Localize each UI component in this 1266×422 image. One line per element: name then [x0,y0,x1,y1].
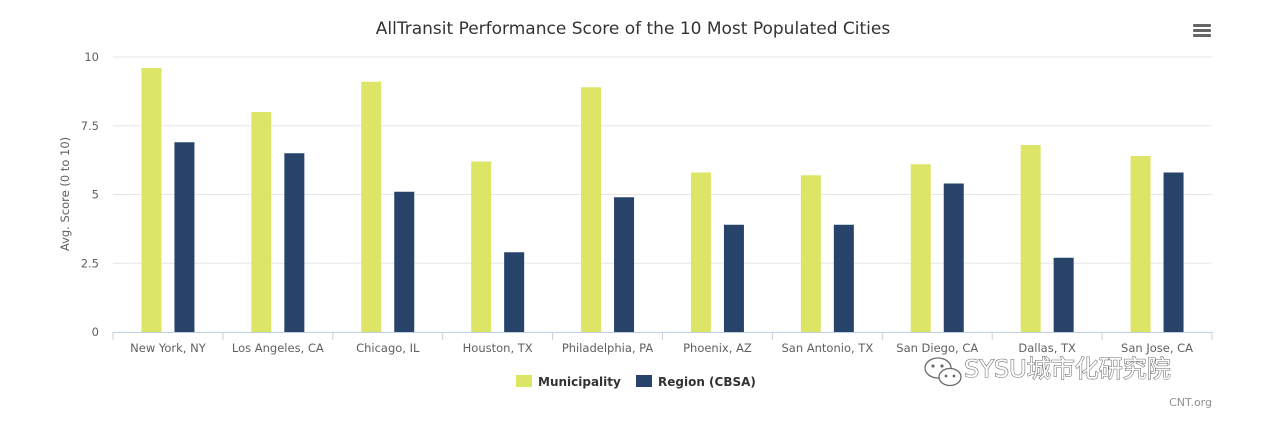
bar-municipality-1[interactable] [141,68,162,332]
y-tick-label: 2.5 [81,256,99,270]
y-tick-label: 7.5 [81,119,99,133]
bars [141,68,1184,333]
x-tick-label: San Jose, CA [1121,341,1193,355]
legend-label-municipality[interactable]: Municipality [538,375,621,389]
bar-municipality-10[interactable] [1130,156,1151,332]
hamburger-menu-icon[interactable] [1193,24,1211,37]
x-tick-label: Houston, TX [463,341,533,355]
bar-region-3[interactable] [394,191,415,332]
y-tick-label: 0 [92,325,99,339]
x-axis-ticks: New York, NY Los Angeles, CA Chicago, IL Ho… [130,341,1193,355]
bar-region-5[interactable] [614,197,635,332]
x-tick-label: San Diego, CA [896,341,978,355]
bar-region-6[interactable] [723,224,744,332]
bar-region-4[interactable] [504,252,525,332]
x-tick-label: Chicago, IL [356,341,420,355]
gridlines [113,56,1212,264]
bar-region-9[interactable] [1053,257,1074,332]
bar-municipality-2[interactable] [251,112,272,332]
bar-region-10[interactable] [1163,172,1184,333]
x-axis [112,332,1213,340]
bar-region-8[interactable] [943,183,964,333]
bar-municipality-9[interactable] [1020,145,1041,332]
bar-municipality-8[interactable] [910,164,931,332]
bar-municipality-5[interactable] [581,87,602,332]
legend-swatch-region[interactable] [636,375,652,387]
bar-municipality-4[interactable] [471,161,492,333]
x-tick-label: New York, NY [130,341,207,355]
y-axis-ticks: 0 2.5 5 7.5 10 [81,50,99,339]
legend-label-region[interactable]: Region (CBSA) [658,375,756,389]
credit-link[interactable]: CNT.org [1169,396,1212,409]
watermark-text: SYSU城市化研究院 [964,355,1171,383]
bar-region-1[interactable] [174,142,195,332]
bar-municipality-6[interactable] [690,172,711,333]
bar-municipality-7[interactable] [800,175,821,332]
legend-swatch-municipality[interactable] [516,375,532,387]
legend: Municipality Region (CBSA) [516,375,756,389]
y-axis-label: Avg. Score (0 to 10) [58,137,72,251]
bar-region-2[interactable] [284,153,305,332]
x-tick-label: San Antonio, TX [781,341,873,355]
y-tick-label: 10 [84,50,99,64]
chart-title: AllTransit Performance Score of the 10 M… [376,19,891,39]
bar-region-7[interactable] [833,224,854,332]
x-tick-label: Dallas, TX [1018,341,1076,355]
x-tick-label: Philadelphia, PA [562,341,654,355]
x-tick-label: Los Angeles, CA [232,341,324,355]
y-tick-label: 5 [92,188,99,202]
wechat-icon [924,357,962,387]
x-tick-label: Phoenix, AZ [683,341,752,355]
bar-municipality-3[interactable] [361,81,382,332]
